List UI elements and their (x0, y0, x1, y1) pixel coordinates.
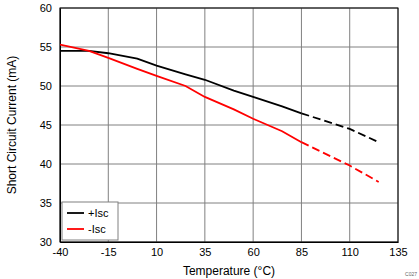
x-tick-label: -15 (101, 246, 117, 258)
x-tick-label: -40 (53, 246, 69, 258)
y-axis-line (60, 9, 61, 243)
y-tick-label: 30 (40, 236, 52, 248)
series-line (60, 51, 301, 113)
annotation: C027 (405, 271, 417, 277)
y-tick: 30 (40, 236, 60, 248)
chart: -40 -15 10 35 60 85 110 135 30 35 40 45 50 55 60 +Isc -I… (0, 0, 419, 279)
y-grid-line (60, 125, 398, 126)
x-axis-line (61, 242, 399, 243)
x-tick: 110 (341, 242, 359, 258)
legend-label: +Isc (88, 207, 109, 219)
x-tick: 10 (151, 242, 163, 258)
plot: -40 -15 10 35 60 85 110 135 30 35 40 45 50 55 60 +Isc -I… (40, 2, 408, 258)
x-axis: -40 -15 10 35 60 85 110 135 (53, 242, 408, 258)
y-tick: 45 (40, 119, 60, 131)
series-group (60, 45, 379, 182)
y-tick-label: 50 (40, 80, 52, 92)
x-tick-label: 110 (341, 246, 359, 258)
x-tick-label: 35 (199, 246, 211, 258)
x-tick: 135 (389, 242, 407, 258)
y-tick-label: 45 (40, 119, 52, 131)
y-tick-label: 60 (40, 2, 52, 14)
y-tick: 55 (40, 41, 60, 53)
x-tick: 35 (199, 242, 211, 258)
x-tick-label: 135 (389, 246, 407, 258)
plot-frame (60, 8, 398, 242)
y-tick-label: 35 (40, 197, 52, 209)
series-line (60, 45, 301, 143)
legend-label: -Isc (88, 223, 106, 235)
y-tick: 50 (40, 80, 60, 92)
y-tick-label: 40 (40, 158, 52, 170)
legend-box (62, 202, 118, 240)
x-tick: 85 (296, 242, 308, 258)
y-tick: 40 (40, 158, 60, 170)
grid (60, 8, 398, 242)
series-line (301, 113, 378, 142)
legend-swatch (67, 228, 84, 230)
y-grid-line (60, 47, 398, 48)
legend-swatch (67, 212, 84, 214)
y-tick-label: 55 (40, 41, 52, 53)
y-tick: 35 (40, 197, 60, 209)
x-tick-label: 60 (248, 246, 260, 258)
y-axis-title: Short Circuit Current (mA) (5, 56, 19, 195)
y-axis: 30 35 40 45 50 55 60 (40, 2, 61, 248)
x-axis-title: Temperature (°C) (183, 264, 275, 278)
series-line (301, 142, 378, 182)
x-tick-label: 85 (296, 246, 308, 258)
y-grid-line (60, 86, 398, 87)
x-tick: -15 (101, 242, 117, 258)
y-tick: 60 (40, 2, 60, 14)
x-tick-label: 10 (151, 246, 163, 258)
legend: +Isc -Isc (62, 202, 118, 240)
x-tick: 60 (248, 242, 260, 258)
x-tick: -40 (53, 242, 69, 258)
